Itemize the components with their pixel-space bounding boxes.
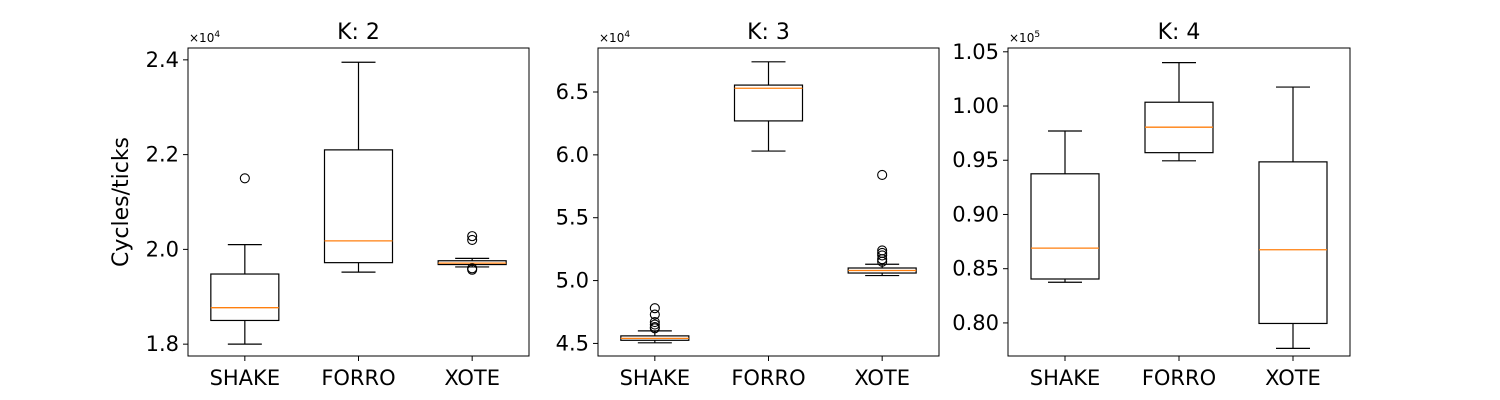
plot-frame [1007,47,1351,357]
y-tick-label: 0.90 [952,202,999,226]
y-tick-label: 6.5 [556,80,589,104]
axis-multiplier: ×105 [1009,30,1040,45]
box-xote [847,169,917,277]
x-tick-label: SHAKE [1030,366,1101,390]
outlier-point [877,256,888,267]
y-tick-label: 0.80 [952,311,999,335]
y-tick-label: 6.0 [556,143,589,167]
y-tick-label: 5.5 [556,206,589,230]
axis-multiplier: ×104 [599,30,630,45]
x-tick-label: SHAKE [210,366,281,390]
outlier-point [239,173,250,184]
box-forro [323,61,394,273]
plot-frame [187,47,530,357]
y-tick-label: 0.95 [952,148,999,172]
x-tick-label: FORRO [321,366,395,390]
outlier-point [467,231,478,242]
y-tick-label: 1.8 [146,332,179,356]
box-iqr [733,84,804,122]
plot-frame [597,47,940,357]
outlier-point [467,234,478,245]
box-shake [210,173,280,345]
box-iqr [1258,161,1328,325]
outlier-point [877,250,888,261]
chart-panel-3: K: 4 ×105 0.80 0.85 0.90 0.95 1.00 1.05 SHAKE FOR… [952,20,1351,390]
box-xote [437,231,507,275]
outlier-point [467,264,478,275]
chart-panel-1: K: 2 ×104 1.8 2.0 2.2 2.4 SHAKE FORRO XOTE Cycles… [109,20,530,390]
box-shake [1030,130,1100,283]
box-forro [733,61,804,152]
box-shake [620,303,690,344]
box-iqr [1030,173,1100,280]
axis-multiplier: ×104 [189,30,220,45]
y-axis-label: Cycles/ticks [109,137,134,267]
x-tick-label: XOTE [444,366,500,390]
chart-title: K: 3 [747,20,790,45]
box-iqr [323,149,394,264]
x-tick-label: SHAKE [620,366,691,390]
chart-panel-2: K: 3 ×104 4.5 5.0 5.5 6.0 6.5 SHAKE FORRO XOTE [556,20,940,390]
outlier-point [649,303,660,314]
outlier-point [877,169,888,181]
y-tick-label: 4.5 [556,331,589,355]
y-tick-label: 2.0 [146,237,179,261]
x-tick-label: FORRO [1142,366,1216,390]
outlier-point [649,309,660,320]
y-tick-label: 2.2 [146,143,179,167]
y-tick-label: 5.0 [556,269,589,293]
x-tick-label: XOTE [1265,366,1321,390]
y-tick-label: 1.05 [952,40,999,64]
box-iqr [210,273,280,322]
chart-title: K: 4 [1158,20,1201,45]
box-xote [1258,86,1328,350]
y-tick-label: 0.85 [952,257,999,281]
outlier-point [877,254,888,265]
y-tick-label: 1.00 [952,94,999,118]
x-tick-label: XOTE [854,366,910,390]
y-tick-label: 2.4 [146,48,179,72]
outlier-point [649,317,660,328]
x-tick-label: FORRO [731,366,805,390]
outlier-point [649,323,660,334]
chart-title: K: 2 [337,20,380,45]
box-forro [1144,62,1214,162]
outlier-point [649,319,660,330]
